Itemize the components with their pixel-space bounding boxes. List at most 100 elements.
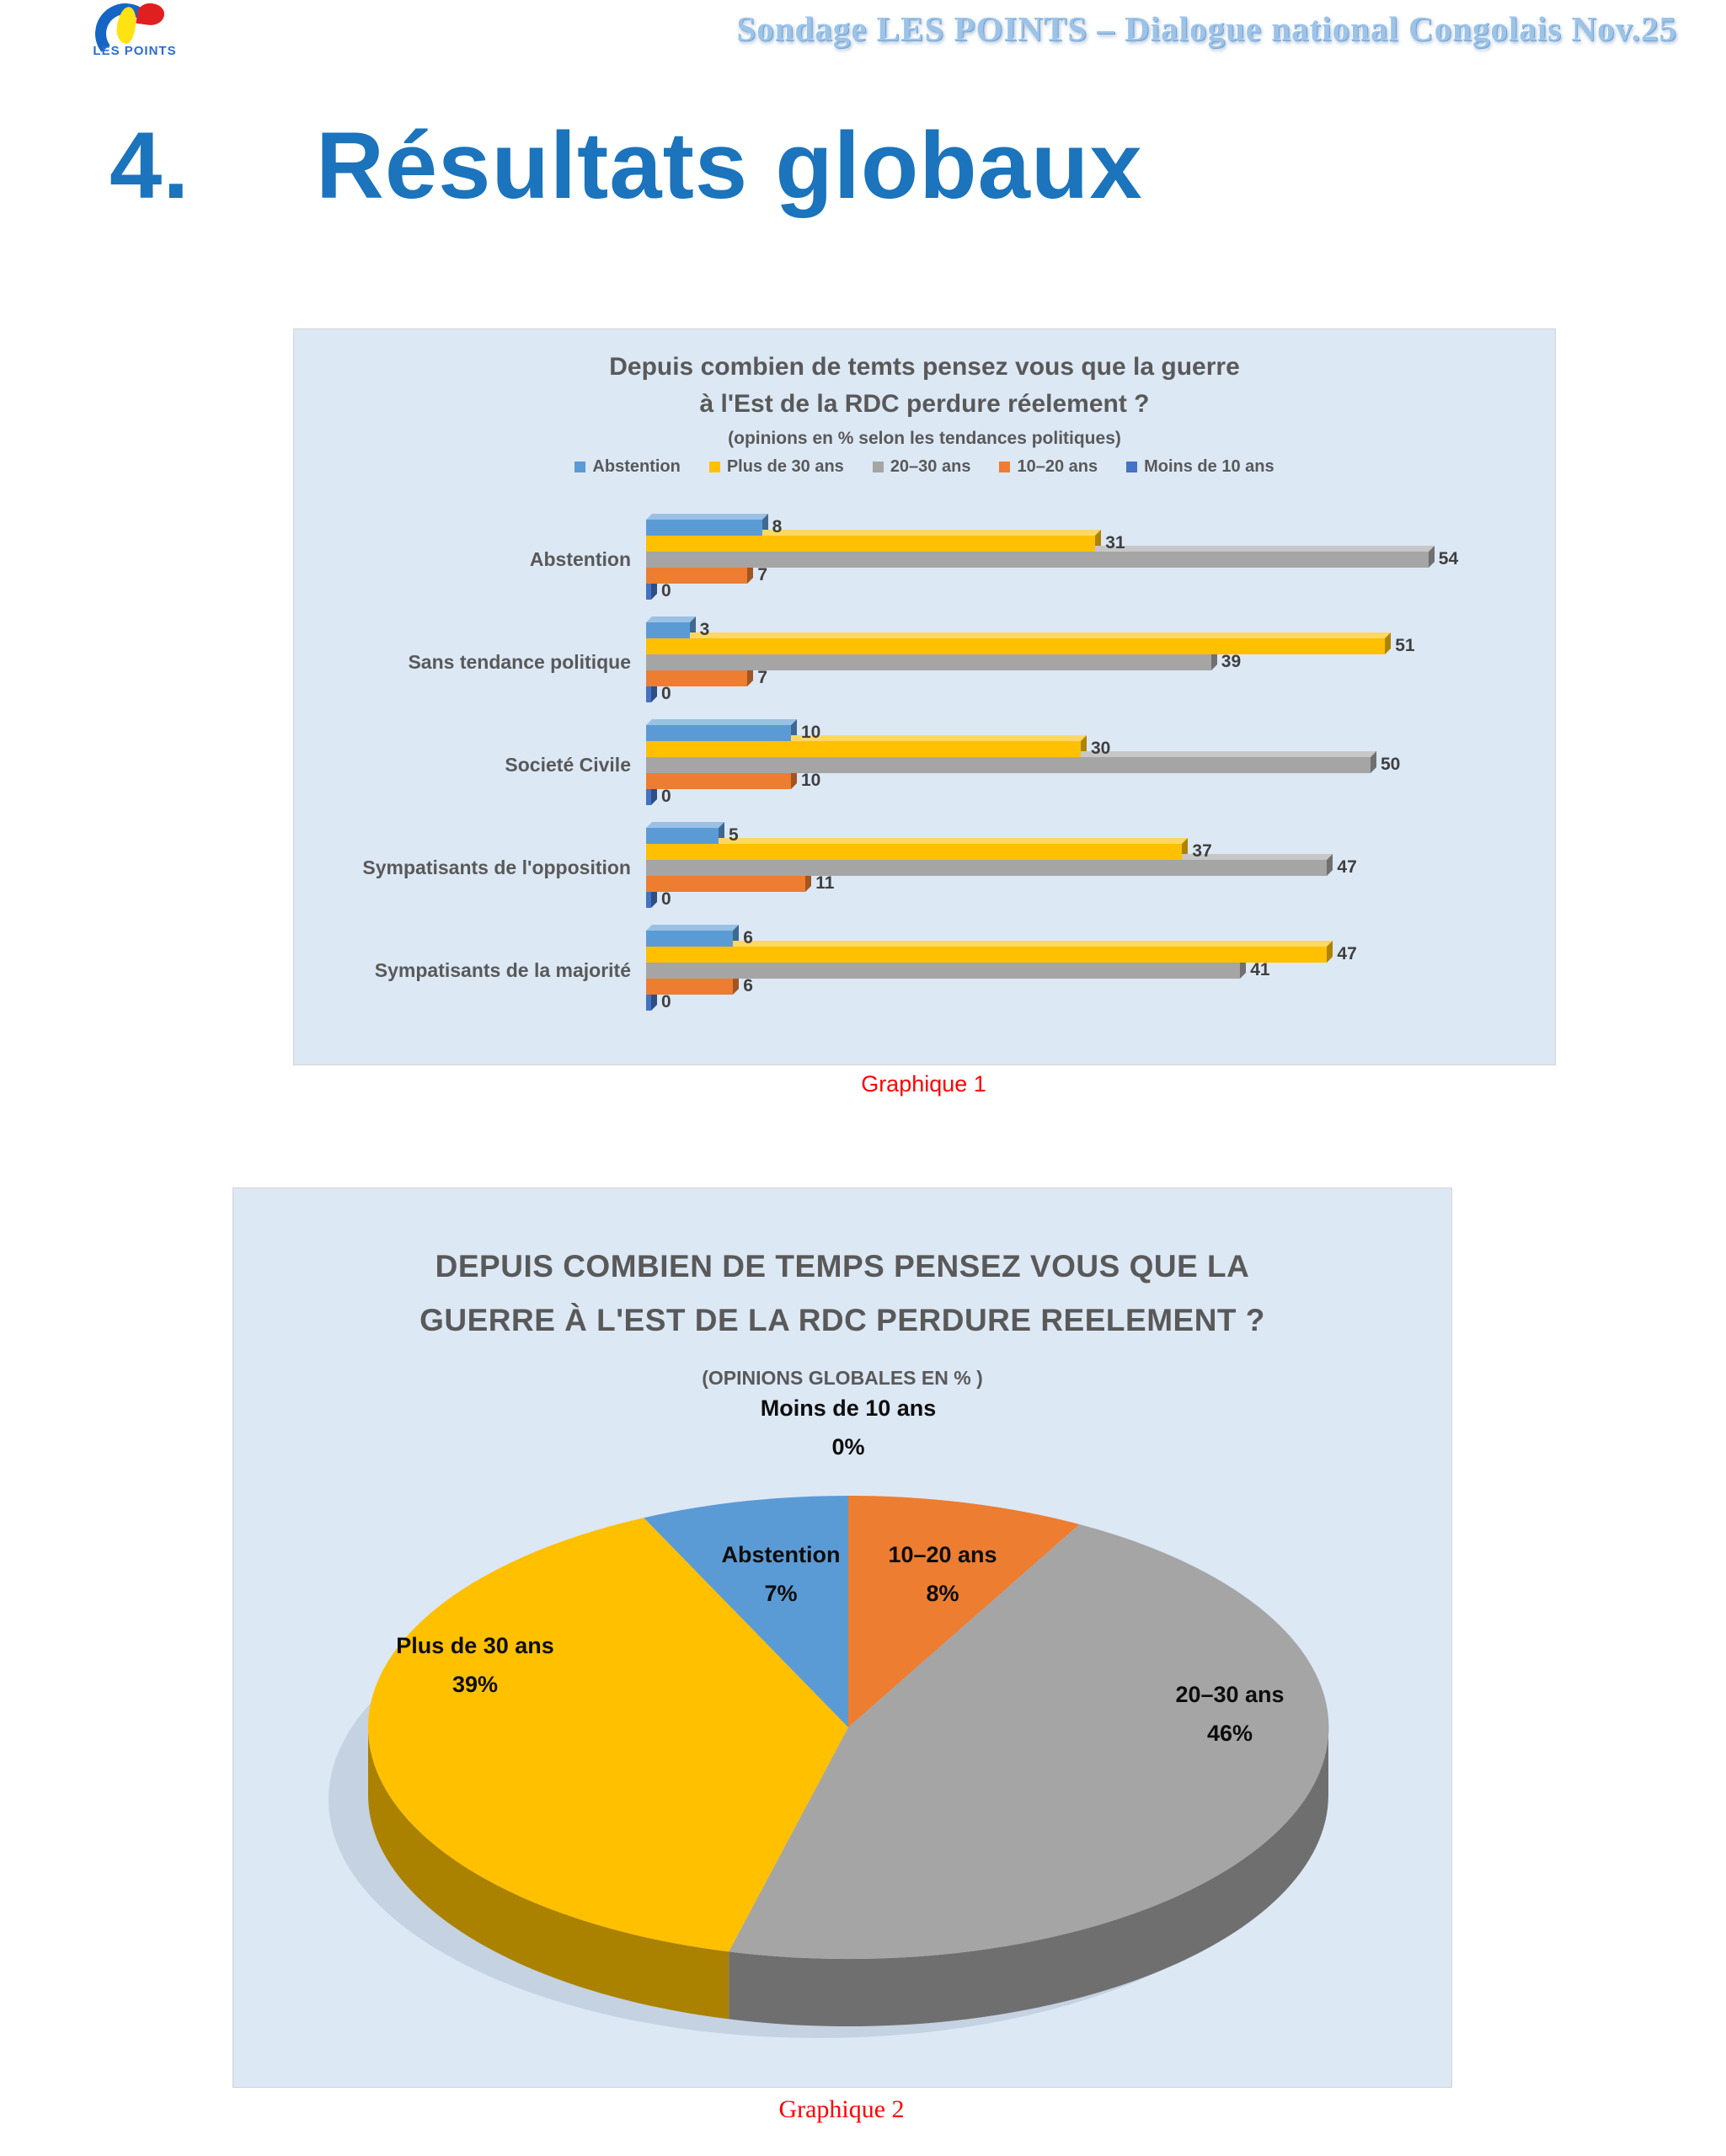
- legend-label: 20–30 ans: [890, 457, 971, 476]
- chart2-caption: Graphique 2: [778, 2095, 905, 2123]
- category-label: Sympatisants de la majorité: [374, 959, 631, 981]
- pie-slice: [729, 1524, 1329, 1960]
- bar-value-label: 6: [743, 928, 753, 947]
- pie-label-plus-de-30-ans: Plus de 30 ans 39%: [396, 1626, 554, 1704]
- pie-label-name: 20–30 ans: [1175, 1682, 1285, 1707]
- bar-value-label: 6: [743, 976, 753, 995]
- pie-label-name: Abstention: [721, 1542, 841, 1567]
- legend-item: 20–30 ans: [872, 457, 971, 477]
- bar: [646, 622, 690, 638]
- bar-value-label: 10: [801, 723, 821, 742]
- bar-value-label: 54: [1438, 549, 1459, 568]
- legend-swatch: [1126, 462, 1138, 472]
- bar-value-label: 7: [757, 565, 768, 584]
- bar: [646, 773, 791, 789]
- heading-text: Résultats globaux: [316, 113, 1143, 218]
- bar-chart-subtitle: (opinions en % selon les tendances polit…: [728, 429, 1121, 448]
- pie-slice: [644, 1496, 848, 1727]
- bar-value-label: 50: [1381, 755, 1401, 774]
- page-heading: 4. Résultats globaux: [110, 111, 1143, 220]
- pie-label-name: 10–20 ans: [888, 1542, 997, 1567]
- pie-label-pct: 7%: [764, 1581, 798, 1606]
- pie-chart-panel: DEPUIS COMBIEN DE TEMPS PENSEZ VOUS QUE …: [232, 1187, 1452, 2088]
- page-header: LES POINTS Sondage LES POINTS – Dialogue…: [0, 0, 1726, 68]
- bar-value-label: 10: [801, 771, 821, 790]
- bar-value-label: 7: [757, 668, 768, 687]
- bar: [646, 552, 1429, 568]
- bar-value-label: 3: [699, 620, 710, 639]
- legend-swatch: [574, 462, 586, 472]
- pie-chart-title-line1: DEPUIS COMBIEN DE TEMPS PENSEZ VOUS QUE …: [435, 1249, 1250, 1283]
- category-label: Sympatisants de l'opposition: [362, 857, 631, 878]
- pie-chart-subtitle: (OPINIONS GLOBALES EN % ): [702, 1367, 983, 1389]
- bar: [646, 757, 1371, 773]
- bar-value-label: 39: [1221, 652, 1242, 671]
- les-points-logo: LES POINTS: [80, 0, 190, 68]
- logo-text: LES POINTS: [93, 44, 177, 58]
- bar-value-label: 5: [729, 825, 739, 845]
- legend-item: Plus de 30 ans: [708, 457, 844, 477]
- bar: [646, 995, 651, 1011]
- bar-value-label: 0: [661, 684, 671, 703]
- pie-label-pct: 0%: [831, 1434, 865, 1460]
- pie-label-10-20-ans: 10–20 ans 8%: [888, 1535, 997, 1613]
- bar: [646, 931, 734, 947]
- bar-value-label: 0: [661, 581, 671, 600]
- bar-value-label: 0: [661, 992, 671, 1011]
- bar-chart-title-line2: à l'Est de la RDC perdure réelement ?: [699, 390, 1150, 418]
- bar: [646, 536, 1096, 552]
- bar-chart-title-line1: Depuis combien de temts pensez vous que …: [609, 353, 1240, 381]
- heading-number: 4.: [110, 113, 190, 218]
- pie-chart: [329, 1496, 1329, 2038]
- bar: [646, 789, 651, 805]
- chart1-caption: Graphique 1: [861, 1071, 986, 1097]
- bar-value-label: 0: [661, 787, 671, 806]
- bar: [646, 520, 762, 536]
- bar: [646, 670, 748, 686]
- bar: [646, 638, 1386, 654]
- pie-wall: [368, 1727, 729, 2020]
- pie-label-20-30-ans: 20–30 ans 46%: [1175, 1675, 1284, 1753]
- bar-value-label: 31: [1105, 533, 1125, 552]
- header-title: Sondage LES POINTS – Dialogue national C…: [736, 9, 1677, 48]
- bar-value-label: 11: [815, 873, 835, 893]
- pie-label-moins-10-ans: Moins de 10 ans 0%: [761, 1389, 937, 1466]
- pie-label-name: Plus de 30 ans: [396, 1633, 554, 1658]
- legend-label: Moins de 10 ans: [1144, 457, 1274, 476]
- pie-slice: [848, 1496, 1080, 1727]
- pie-label-name: Moins de 10 ans: [760, 1396, 937, 1421]
- bar: [646, 844, 1183, 860]
- bar-chart-panel: Depuis combien de temts pensez vous que …: [293, 328, 1556, 1065]
- legend-label: Plus de 30 ans: [726, 457, 844, 476]
- category-label: Societé Civile: [505, 754, 631, 776]
- bar: [646, 828, 719, 844]
- bar-value-label: 30: [1091, 739, 1111, 758]
- legend-swatch: [999, 462, 1011, 472]
- pie-slice: [367, 1518, 848, 1952]
- bar: [646, 876, 806, 892]
- bar-value-label: 0: [661, 889, 671, 909]
- bar: [646, 741, 1081, 757]
- bar: [646, 654, 1211, 670]
- legend-item: Moins de 10 ans: [1126, 457, 1274, 477]
- bar-value-label: 41: [1250, 960, 1270, 979]
- bar: [646, 947, 1328, 963]
- category-label: Abstention: [529, 548, 631, 570]
- bar-value-label: 47: [1337, 857, 1357, 877]
- legend-label: 10–20 ans: [1017, 457, 1098, 476]
- bar: [646, 892, 651, 908]
- bar-chart-legend: Abstention Plus de 30 ans 20–30 ans 10–20 a…: [294, 457, 1555, 477]
- pie-wall: [729, 1727, 1328, 2027]
- bar: [646, 568, 748, 584]
- bar: [646, 963, 1241, 979]
- pie-label-pct: 46%: [1206, 1721, 1253, 1746]
- bar-value-label: 37: [1192, 841, 1212, 861]
- bar-value-label: 8: [772, 517, 783, 536]
- bar: [646, 979, 734, 995]
- category-label: Sans tendance politique: [408, 651, 631, 673]
- bar-value-label: 47: [1337, 944, 1357, 963]
- legend-swatch: [872, 462, 884, 472]
- pie-chart-title-line2: GUERRE À L'EST DE LA RDC PERDURE REELEME…: [419, 1303, 1265, 1337]
- bar: [646, 725, 791, 741]
